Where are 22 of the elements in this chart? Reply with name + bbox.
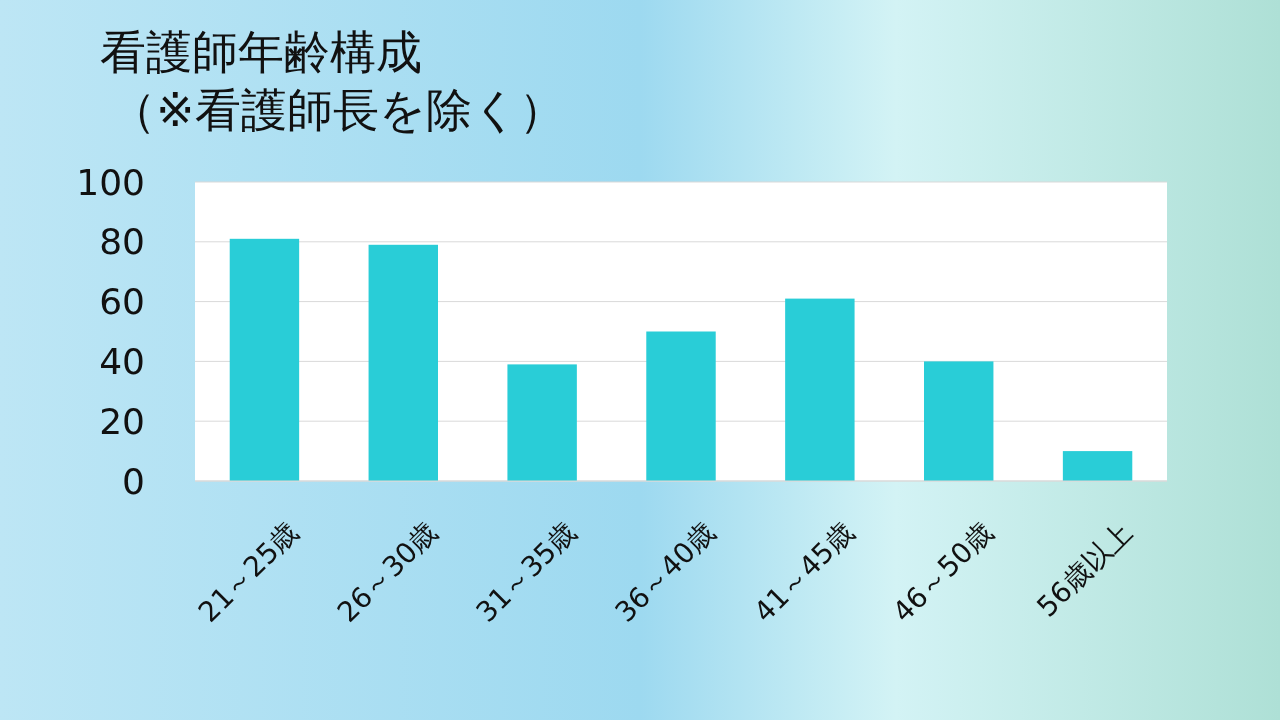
x-tick-label: 46～50歳	[886, 515, 1000, 629]
x-tick-label: 56歳以上	[1030, 515, 1139, 624]
bar	[507, 364, 577, 481]
bar	[785, 298, 855, 481]
y-tick-label: 80	[99, 221, 145, 263]
x-tick-label: 31～35歳	[469, 515, 583, 629]
x-tick-label: 36～40歳	[608, 515, 722, 629]
bar	[1062, 451, 1133, 481]
chart-subtitle: （※看護師長を除く）	[110, 83, 565, 137]
chart-title: 看護師年齢構成	[100, 25, 422, 79]
y-tick-label: 20	[99, 400, 145, 442]
x-tick-label: 21～25歳	[191, 515, 306, 629]
y-tick-label: 60	[99, 281, 145, 323]
x-tick-label: 41～45歳	[747, 515, 861, 629]
bar	[229, 238, 300, 481]
bar	[368, 244, 438, 481]
y-tick-label: 0	[122, 460, 145, 502]
bar	[646, 331, 716, 481]
x-tick-label: 26～30歳	[330, 515, 445, 629]
bar	[924, 361, 994, 481]
y-tick-label: 40	[99, 341, 145, 382]
y-tick-label: 100	[76, 161, 145, 203]
